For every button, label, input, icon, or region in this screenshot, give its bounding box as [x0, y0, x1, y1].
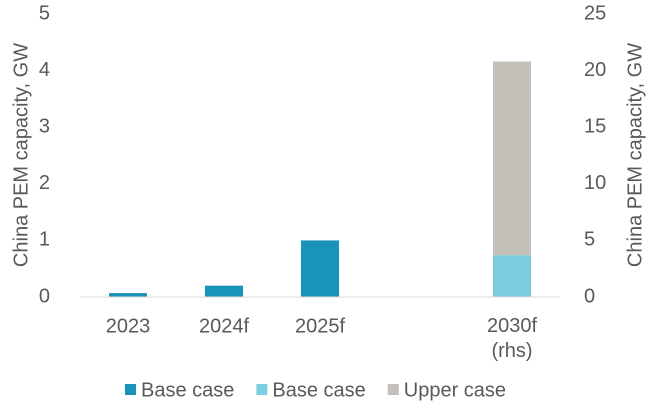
y2-tick-label: 15	[584, 115, 606, 137]
legend-label: Upper case	[404, 379, 506, 401]
legend-label: Base case	[272, 379, 365, 401]
y-tick-label: 0	[39, 285, 50, 307]
x-tick-label: 2024f	[199, 315, 249, 337]
y2-tick-label: 5	[584, 229, 595, 251]
legend-label: Base case	[141, 379, 234, 401]
bar	[205, 285, 243, 297]
y2-axis-label: China PEM capacity, GW	[624, 43, 646, 267]
bar	[493, 61, 531, 256]
y2-tick-label: 0	[584, 285, 595, 307]
x-tick-label: 2030f (rhs)	[487, 315, 537, 362]
bar	[301, 240, 339, 297]
legend-swatch	[125, 384, 136, 395]
y-tick-label: 5	[39, 2, 50, 24]
y2-tick-label: 25	[584, 2, 606, 24]
y-tick-label: 1	[39, 229, 50, 251]
x-tick-label: 2023	[106, 315, 151, 337]
x-tick-label: 2025f	[295, 315, 345, 337]
y2-tick-label: 10	[584, 172, 606, 194]
y-tick-label: 3	[39, 115, 50, 137]
legend-swatch	[256, 384, 268, 395]
bar	[109, 293, 147, 297]
bar	[493, 255, 531, 297]
y-tick-label: 4	[39, 59, 50, 81]
y-axis-label: China PEM capacity, GW	[10, 43, 32, 267]
y2-tick-label: 20	[584, 59, 606, 81]
legend-swatch	[387, 384, 399, 395]
y-tick-label: 2	[39, 172, 50, 194]
